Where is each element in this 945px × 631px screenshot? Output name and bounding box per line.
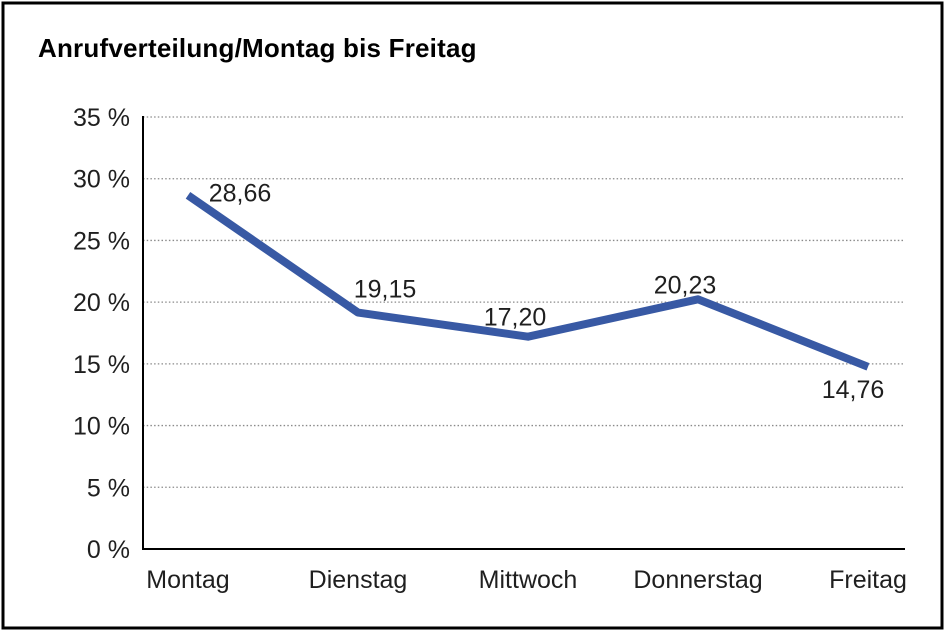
point-value-label: 19,15 — [354, 276, 417, 304]
x-tick-label: Dienstag — [309, 566, 408, 594]
y-tick-label: 20 % — [73, 289, 130, 317]
x-axis-labels: Montag Dienstag Mittwoch Donnerstag Freitag — [146, 566, 907, 594]
x-tick-label: Montag — [146, 566, 229, 594]
y-axis-labels: 35 % 30 % 25 % 20 % 15 % 10 % 5 % 0 % — [73, 104, 130, 564]
point-value-label: 14,76 — [822, 376, 885, 404]
y-tick-label: 30 % — [73, 166, 130, 194]
point-labels: 28,66 19,15 17,20 20,23 14,76 — [209, 179, 885, 403]
x-tick-label: Mittwoch — [479, 566, 578, 594]
chart-title: Anrufverteilung/Montag bis Freitag — [38, 33, 477, 63]
y-tick-label: 35 % — [73, 104, 130, 132]
series-line — [185, 192, 870, 371]
point-value-label: 20,23 — [654, 271, 717, 299]
y-tick-label: 25 % — [73, 227, 130, 255]
x-tick-label: Freitag — [829, 566, 907, 594]
point-value-label: 28,66 — [209, 179, 272, 207]
x-tick-label: Donnerstag — [633, 566, 762, 594]
y-tick-label: 10 % — [73, 413, 130, 441]
y-tick-label: 0 % — [87, 536, 130, 564]
point-value-label: 17,20 — [484, 304, 547, 332]
gridlines — [143, 116, 905, 488]
y-tick-label: 5 % — [87, 474, 130, 502]
y-tick-label: 15 % — [73, 351, 130, 379]
